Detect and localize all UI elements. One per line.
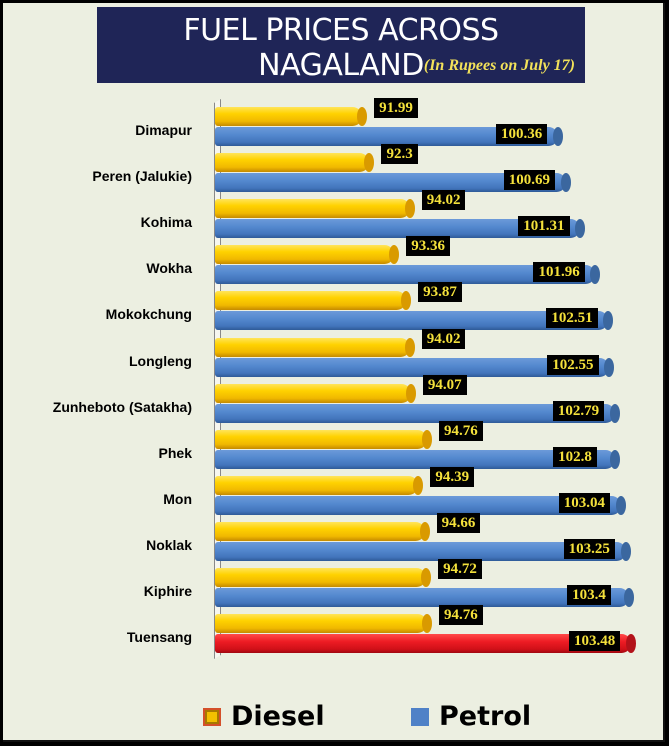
petrol-bar <box>215 588 635 607</box>
category-label: Zunheboto (Satakha) <box>52 398 192 415</box>
diesel-bar <box>215 199 415 219</box>
diesel-bar <box>215 291 412 311</box>
diesel-bar <box>215 475 424 495</box>
data-label: 102.79 <box>552 400 605 421</box>
data-label: 91.99 <box>374 98 418 118</box>
category-label: Kohima <box>140 214 192 231</box>
data-label: 102.55 <box>547 354 599 375</box>
data-label: 100.69 <box>503 170 556 191</box>
category-label: Phek <box>158 444 192 461</box>
data-label: 93.36 <box>406 236 450 257</box>
category-label: Wokha <box>146 260 192 277</box>
bar-end-cap <box>609 403 620 423</box>
data-label: 101.96 <box>533 262 585 283</box>
diesel-bar <box>215 614 432 634</box>
diesel-bar <box>215 107 368 126</box>
bar-end-cap <box>624 588 635 607</box>
diesel-bar <box>215 568 432 587</box>
data-label: 103.48 <box>569 631 621 652</box>
category-label: Longleng <box>129 352 192 369</box>
bar-end-cap <box>590 265 601 285</box>
data-label: 94.76 <box>439 605 483 626</box>
bar-end-cap <box>560 173 571 193</box>
bar-end-cap <box>413 475 424 495</box>
data-label: 94.72 <box>438 559 482 579</box>
data-label: 103.25 <box>563 538 615 559</box>
chart-subtitle: (In Rupees on July 17) <box>423 57 575 74</box>
category-label: Mon <box>163 490 192 507</box>
data-label: 103.4 <box>567 585 611 605</box>
data-label: 93.87 <box>418 282 462 303</box>
petrol-bar <box>215 541 631 561</box>
diesel-bar <box>215 383 416 403</box>
bar-end-cap <box>603 311 614 331</box>
legend-label-diesel: Diesel <box>231 701 325 732</box>
bar-end-cap <box>422 429 432 449</box>
petrol-bar <box>215 634 637 654</box>
legend-item-diesel: Diesel <box>203 701 325 732</box>
data-label: 94.02 <box>421 190 466 211</box>
petrol-bar <box>215 127 564 146</box>
diesel-bar <box>215 245 400 265</box>
bar-end-cap <box>604 357 615 377</box>
data-label: 92.3 <box>381 144 418 165</box>
bar-end-cap <box>364 153 375 173</box>
bar-end-cap <box>422 614 432 634</box>
category-label: Dimapur <box>135 122 192 138</box>
chart-title: FUEL PRICES ACROSS NAGALAND <box>183 13 499 83</box>
bar-end-cap <box>620 541 631 561</box>
bar-end-cap <box>615 495 626 515</box>
bar-end-cap <box>575 219 586 239</box>
bar-end-cap <box>401 291 412 311</box>
data-label: 102.8 <box>553 446 597 467</box>
diesel-bar <box>215 521 430 541</box>
bar-end-cap <box>610 449 621 469</box>
bar-end-cap <box>421 568 432 587</box>
petrol-bar <box>215 265 601 285</box>
data-label: 101.31 <box>518 216 570 237</box>
title-banner: FUEL PRICES ACROSS NAGALAND (In Rupees o… <box>97 7 585 83</box>
data-label: 103.04 <box>558 492 610 513</box>
data-label: 94.66 <box>436 512 481 533</box>
category-label: Tuensang <box>126 629 192 646</box>
bar-end-cap <box>389 245 400 265</box>
data-label: 94.39 <box>430 466 475 487</box>
petrol-bar <box>215 403 620 423</box>
petrol-bar <box>215 495 626 515</box>
category-label: Noklak <box>146 536 192 553</box>
data-label: 100.36 <box>496 124 548 144</box>
legend-label-petrol: Petrol <box>439 701 532 732</box>
bar-end-cap <box>357 107 368 126</box>
bar-end-cap <box>404 199 415 219</box>
petrol-bar <box>215 173 571 193</box>
bar-end-cap <box>553 127 564 146</box>
diesel-swatch-icon <box>203 707 221 726</box>
petrol-bar <box>215 449 621 469</box>
chart-frame: FUEL PRICES ACROSS NAGALAND (In Rupees o… <box>3 3 665 742</box>
petrol-bar <box>215 311 614 331</box>
petrol-swatch-icon <box>411 707 429 726</box>
bar-end-cap <box>404 337 415 357</box>
category-label: Peren (Jalukie) <box>92 168 192 185</box>
bar-end-cap <box>405 383 416 403</box>
diesel-bar <box>215 337 415 357</box>
bar-end-cap <box>419 521 430 541</box>
category-label: Mokokchung <box>105 306 192 323</box>
diesel-bar <box>215 153 375 173</box>
data-label: 94.76 <box>439 420 483 441</box>
data-label: 94.02 <box>421 328 466 349</box>
data-label: 102.51 <box>546 308 598 329</box>
data-label: 94.07 <box>422 374 467 395</box>
bar-end-cap <box>626 634 637 654</box>
petrol-bar <box>215 357 615 377</box>
legend: Diesel Petrol <box>3 701 663 737</box>
category-label: Kiphire <box>143 583 192 599</box>
legend-item-petrol: Petrol <box>411 701 531 732</box>
petrol-bar <box>215 219 586 239</box>
diesel-bar <box>215 429 432 449</box>
